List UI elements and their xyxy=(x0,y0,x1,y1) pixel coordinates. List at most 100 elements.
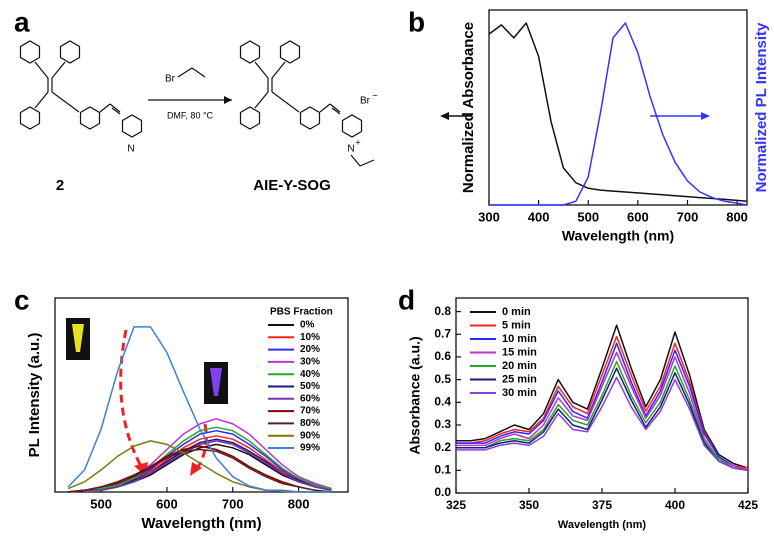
legend-label: 15 min xyxy=(502,346,537,358)
plot-frame xyxy=(54,297,349,493)
x-axis-title: Wavelength (nm) xyxy=(562,228,674,244)
legend-label: 80% xyxy=(300,418,320,429)
legend-label: 40% xyxy=(300,369,320,380)
series-line xyxy=(456,360,749,472)
reagent-bond xyxy=(177,67,193,78)
x-tick-label: 400 xyxy=(528,209,550,224)
series-line xyxy=(456,367,749,472)
bond xyxy=(51,91,80,113)
bond xyxy=(34,61,49,79)
y-tick-label: 0.4 xyxy=(434,394,451,408)
arrow-head xyxy=(190,462,202,476)
legend-label: 10% xyxy=(300,332,320,343)
series-line xyxy=(68,426,332,493)
y2-axis-title: Normalized PL Intensity xyxy=(753,22,770,192)
atom-charge: + xyxy=(355,137,360,147)
legend-label: 30% xyxy=(300,357,320,368)
x-tick-label: 400 xyxy=(665,498,685,512)
bond xyxy=(254,91,269,109)
series-line xyxy=(456,351,749,472)
arrow-head xyxy=(224,96,232,104)
x-tick-label: 350 xyxy=(519,498,539,512)
legend-label: 20% xyxy=(300,344,320,355)
ring xyxy=(79,106,101,130)
legend-label: 99% xyxy=(300,443,320,454)
x-tick-label: 325 xyxy=(446,498,466,512)
ethyl-bond xyxy=(350,154,361,167)
series-line xyxy=(67,326,332,493)
bond xyxy=(329,103,341,113)
legend-label: 90% xyxy=(300,430,320,441)
reagent-bond xyxy=(191,67,206,78)
legend-title: PBS Fraction xyxy=(270,307,333,318)
ring xyxy=(341,114,363,138)
ring xyxy=(19,40,41,64)
bond xyxy=(331,107,341,115)
legend-label: 50% xyxy=(300,381,320,392)
y-axis-title: Normalized Absorbance xyxy=(460,22,477,193)
molecule-structures xyxy=(19,40,363,138)
product-label: AIE-Y-SOG xyxy=(253,177,331,194)
panel-label: b xyxy=(408,6,425,37)
x-tick-label: 500 xyxy=(577,209,599,224)
ring xyxy=(279,40,301,64)
legend-label: 30 min xyxy=(502,387,537,399)
arrow-head xyxy=(440,112,449,120)
legend-label: 20 min xyxy=(502,360,537,372)
x-tick-label: 425 xyxy=(738,498,758,512)
panel-label: d xyxy=(398,284,415,315)
y-tick-label: 0.3 xyxy=(434,417,451,431)
bond xyxy=(99,103,111,113)
bond xyxy=(271,91,300,113)
legend-label: 10 min xyxy=(502,333,537,345)
ring xyxy=(239,106,261,130)
x-tick-label: 800 xyxy=(726,209,748,224)
x-tick-label: 300 xyxy=(478,209,500,224)
arrow-head xyxy=(701,112,710,120)
y-tick-label: 0.7 xyxy=(434,326,451,340)
series-line xyxy=(489,22,748,206)
legend-label: 5 min xyxy=(502,319,531,331)
bond xyxy=(111,107,121,115)
x-tick-label: 600 xyxy=(627,209,649,224)
x-axis-title: Wavelength (nm) xyxy=(558,519,647,531)
bond xyxy=(109,103,121,113)
bond xyxy=(271,61,286,79)
legend-label: 70% xyxy=(300,406,320,417)
ring xyxy=(299,106,321,130)
ring xyxy=(121,114,143,138)
x-tick-label: 375 xyxy=(592,498,612,512)
atom: N xyxy=(127,144,134,155)
series-line xyxy=(68,440,332,493)
x-tick-label: 700 xyxy=(222,496,244,511)
ring xyxy=(239,40,261,64)
x-tick-label: 800 xyxy=(288,496,310,511)
series-line xyxy=(456,324,749,469)
reagent: Br xyxy=(165,74,176,85)
series-line xyxy=(456,342,749,472)
bond xyxy=(51,61,66,79)
bond xyxy=(254,61,269,79)
legend-label: 0% xyxy=(300,320,315,331)
ethyl-bond xyxy=(359,159,375,167)
counter-ion: Br xyxy=(360,96,371,107)
y-tick-label: 0.1 xyxy=(434,462,451,476)
y-tick-label: 0.0 xyxy=(434,485,451,499)
y-tick-label: 0.5 xyxy=(434,372,451,386)
y-axis-title: Absorbance (a.u.) xyxy=(407,336,423,454)
atom: N xyxy=(347,144,354,155)
y-axis-title: PL Intensity (a.u.) xyxy=(26,333,43,458)
x-tick-label: 700 xyxy=(677,209,699,224)
x-tick-label: 600 xyxy=(156,496,178,511)
vial-glow xyxy=(72,324,84,352)
x-axis-title: Wavelength (nm) xyxy=(141,515,261,532)
panel-label: c xyxy=(14,284,30,315)
trend-arrow xyxy=(119,329,144,469)
vial-glow xyxy=(210,368,222,396)
legend-label: 25 min xyxy=(502,373,537,385)
x-tick-label: 500 xyxy=(90,496,112,511)
reactant-label: 2 xyxy=(56,177,64,194)
conditions: DMF, 80 °C xyxy=(167,110,214,120)
series-line xyxy=(456,335,749,469)
